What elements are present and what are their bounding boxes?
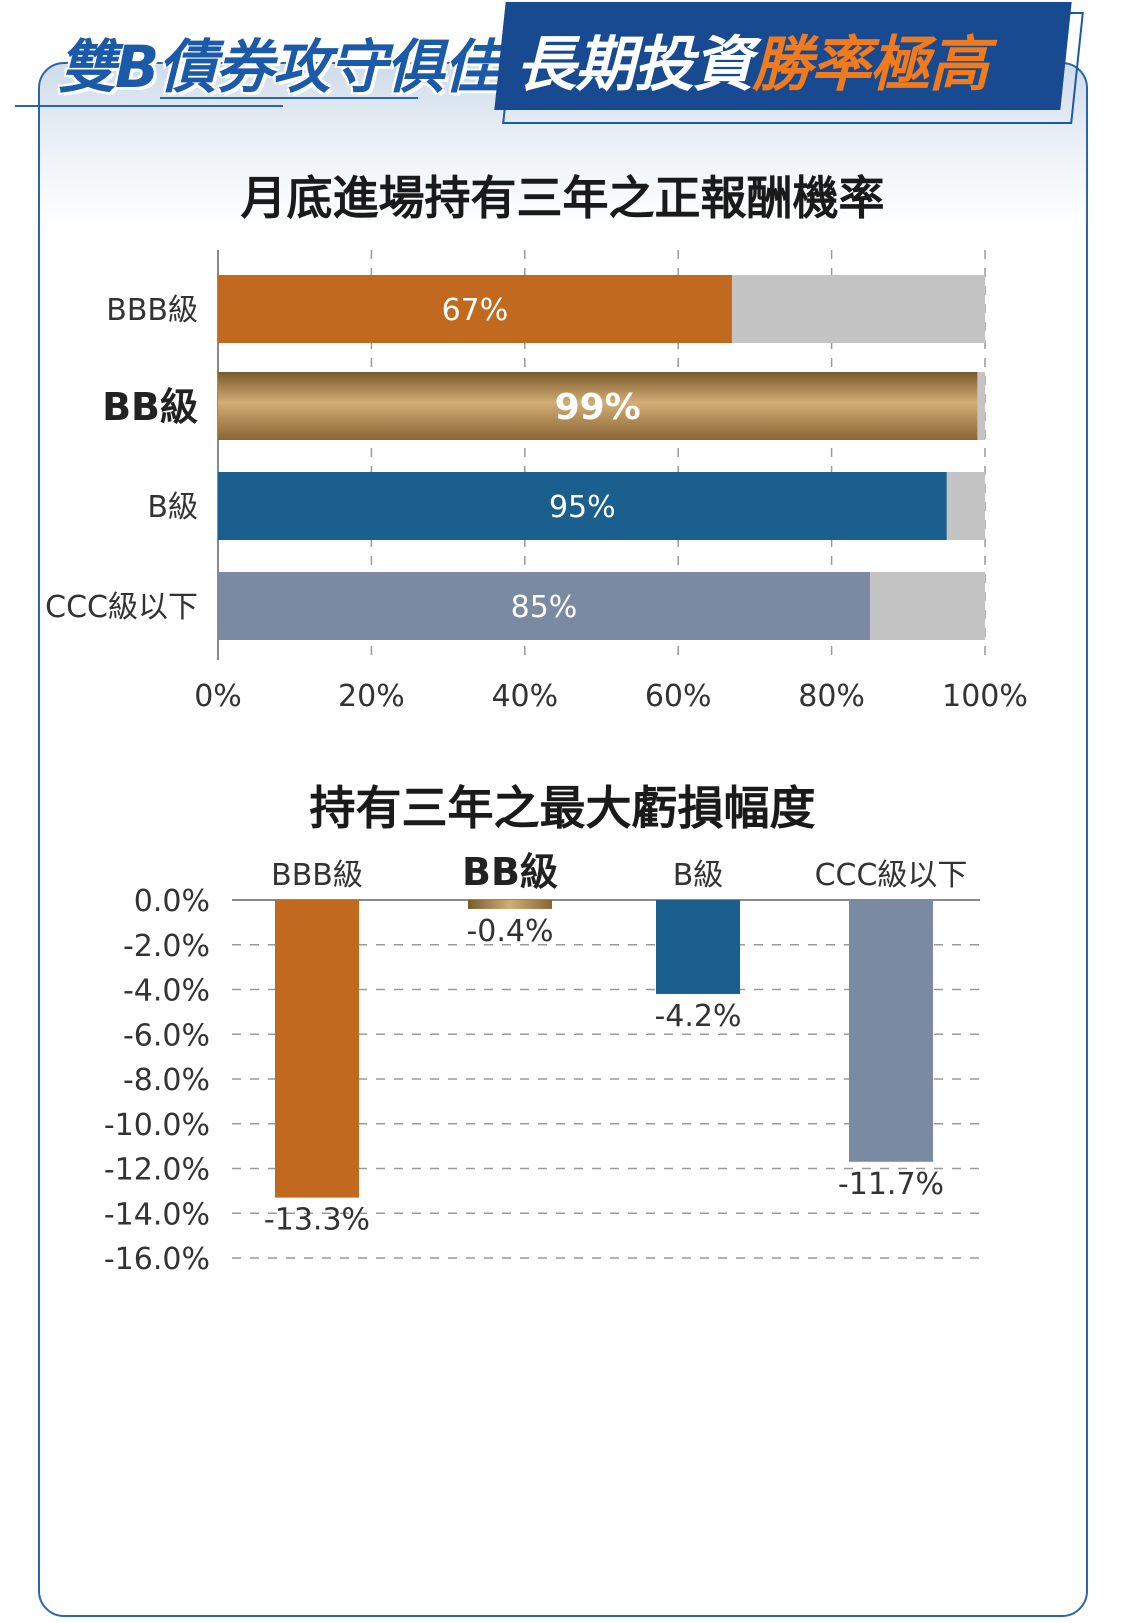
chart2-y-tick-label: -2.0% bbox=[123, 929, 210, 964]
chart1-bar bbox=[218, 372, 978, 440]
chart1-bar bbox=[218, 572, 870, 640]
chart2-bar bbox=[656, 900, 740, 994]
chart1-title: 月底進場持有三年之正報酬機率 bbox=[240, 171, 885, 225]
banner-title: 長期投資勝率極高 bbox=[516, 16, 989, 103]
chart1-bar bbox=[218, 472, 947, 540]
chart2-data-label: -4.2% bbox=[654, 999, 741, 1034]
chart2-data-label: -0.4% bbox=[466, 914, 553, 949]
chart1-category-label: B級 bbox=[147, 490, 198, 525]
chart1-category-label: CCC級以下 bbox=[45, 590, 198, 625]
header-underline bbox=[15, 105, 283, 107]
chart2-y-tick-label: -6.0% bbox=[123, 1018, 210, 1053]
chart2-bar bbox=[468, 900, 552, 909]
header-left-title: 雙B債券攻守俱佳 bbox=[58, 33, 501, 101]
chart2-bar bbox=[849, 900, 933, 1162]
chart2-title: 持有三年之最大虧損幅度 bbox=[309, 781, 816, 835]
chart2-category-label: BB級 bbox=[462, 850, 558, 894]
chart2-y-tick-label: 0.0% bbox=[134, 884, 210, 919]
chart1-x-tick-label: 20% bbox=[338, 679, 405, 714]
chart1-bar bbox=[218, 275, 732, 343]
chart1-data-label: 99% bbox=[555, 387, 641, 428]
chart2-y-tick-label: -8.0% bbox=[123, 1063, 210, 1098]
chart1-category-label: BBB級 bbox=[106, 293, 198, 328]
chart1-data-label: 85% bbox=[511, 590, 578, 625]
chart2-y-tick-label: -16.0% bbox=[104, 1242, 210, 1277]
chart1-x-tick-label: 0% bbox=[194, 679, 242, 714]
chart1-x-tick-label: 60% bbox=[645, 679, 712, 714]
chart2-category-label: B級 bbox=[673, 858, 724, 893]
chart2-y-tick-label: -10.0% bbox=[104, 1108, 210, 1143]
chart2-y-tick-label: -4.0% bbox=[123, 974, 210, 1009]
chart2-data-label: -13.3% bbox=[264, 1203, 370, 1238]
chart2-category-label: CCC級以下 bbox=[815, 858, 968, 893]
chart2-y-tick-label: -12.0% bbox=[104, 1153, 210, 1188]
chart2-category-label: BBB級 bbox=[271, 858, 363, 893]
chart1-x-tick-label: 100% bbox=[942, 679, 1028, 714]
chart1-data-label: 95% bbox=[549, 490, 616, 525]
chart2-bar bbox=[275, 900, 359, 1198]
chart2-y-tick-label: -14.0% bbox=[104, 1197, 210, 1232]
banner-title-white: 長期投資 bbox=[516, 30, 753, 100]
chart1-x-tick-label: 80% bbox=[798, 679, 865, 714]
chart1-category-label: BB級 bbox=[102, 385, 198, 429]
chart1-x-tick-label: 40% bbox=[491, 679, 558, 714]
header-underline-inner bbox=[160, 97, 418, 99]
banner-title-orange: 勝率極高 bbox=[752, 30, 989, 100]
chart2-data-label: -11.7% bbox=[838, 1167, 944, 1202]
chart1-data-label: 67% bbox=[442, 293, 509, 328]
